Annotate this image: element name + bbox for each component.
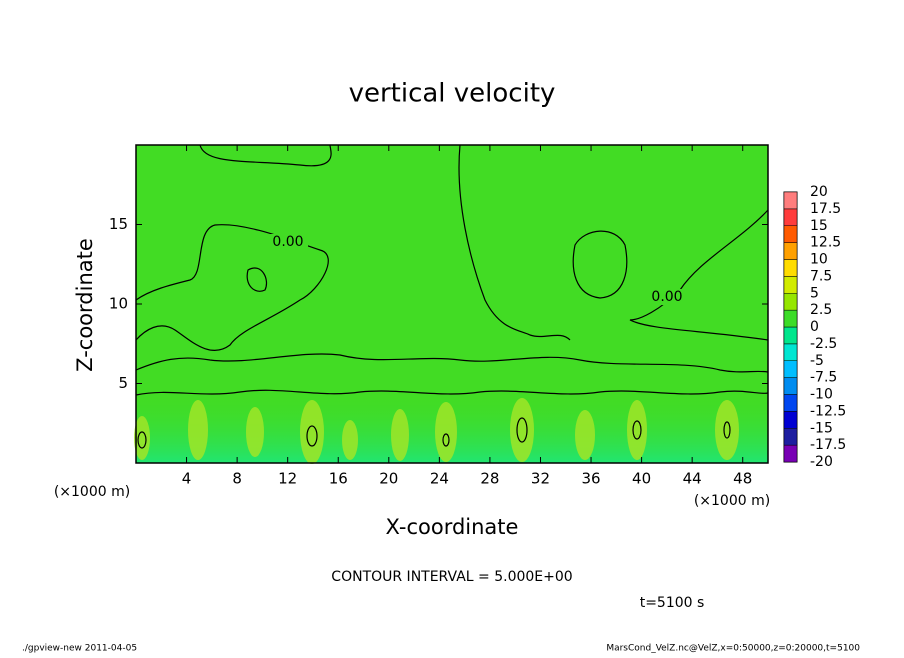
x-tick-label: 8 [232, 470, 242, 488]
colorbar-label: -7.5 [810, 370, 837, 386]
colorbar-label: 12.5 [810, 235, 841, 251]
y-axis-label: Z-coordinate [73, 238, 97, 372]
colorbar-label: 20 [810, 184, 828, 200]
colorbar-swatch [783, 428, 798, 446]
colorbar-label: -12.5 [810, 403, 846, 419]
colorbar-swatch [783, 225, 798, 243]
contour-label: 0.00 [272, 234, 303, 250]
colorbar-label: 10 [810, 252, 828, 268]
y-tick-label: 5 [118, 374, 128, 392]
colorbar-swatch [783, 444, 798, 463]
x-tick-label: 20 [379, 470, 398, 488]
colorbar-swatch [783, 326, 798, 345]
x-tick-label: 28 [480, 470, 499, 488]
colorbar-swatch [783, 276, 798, 294]
colorbar-swatch [783, 259, 798, 277]
x-tick-label: 24 [430, 470, 449, 488]
x-axis-label: X-coordinate [386, 515, 519, 539]
colorbar-swatch [783, 242, 798, 260]
time-label: t=5100 s [640, 595, 705, 611]
x-tick-label: 12 [278, 470, 297, 488]
colorbar-label: -17.5 [810, 437, 846, 453]
footer-left: ./gpview-new 2011-04-05 [22, 644, 137, 654]
x-tick-label: 44 [683, 470, 702, 488]
x-unit-label: (×1000 m) [54, 484, 130, 500]
x-tick-label: 48 [733, 470, 752, 488]
colorbar-label: 17.5 [810, 201, 841, 217]
colorbar-swatch [783, 377, 798, 395]
x-tick-label: 36 [581, 470, 600, 488]
colorbar-swatch [783, 293, 798, 311]
x-tick-label: 40 [632, 470, 651, 488]
contour-label: 0.00 [651, 289, 682, 305]
colorbar-swatch [783, 411, 798, 429]
chart-title: vertical velocity [349, 79, 556, 109]
colorbar-label: 7.5 [810, 268, 832, 284]
y-tick-label: 10 [109, 295, 128, 313]
colorbar-label: 5 [810, 285, 819, 301]
colorbar-swatch [783, 394, 798, 412]
colorbar-label: 0 [810, 319, 819, 335]
footer-right: MarsCond_VelZ.nc@VelZ,x=0:50000,z=0:2000… [606, 644, 860, 654]
y-tick-label: 15 [109, 215, 128, 233]
colorbar-label: -2.5 [810, 336, 837, 352]
colorbar-label: -10 [810, 387, 833, 403]
updraft-cells [134, 398, 739, 464]
colorbar-label: 2.5 [810, 302, 832, 318]
colorbar-label: -20 [810, 454, 833, 470]
colorbar-swatch [783, 360, 798, 378]
contour-label-bg [268, 234, 308, 250]
colorbar-swatch [783, 343, 798, 361]
x-tick-label: 4 [182, 470, 192, 488]
contour-lines [135, 144, 769, 449]
colorbar-label: -5 [810, 353, 824, 369]
colorbar-swatch [783, 191, 798, 210]
colorbar-label: -15 [810, 420, 833, 436]
contour-label-bg [647, 289, 687, 305]
colorbar-swatch [783, 309, 798, 328]
contour-interval: CONTOUR INTERVAL = 5.000E+00 [331, 569, 572, 585]
colorbar-label: 15 [810, 218, 828, 234]
x-unit-label: (×1000 m) [694, 493, 770, 509]
x-tick-label: 16 [329, 470, 348, 488]
x-tick-label: 32 [531, 470, 550, 488]
colorbar-swatch [783, 208, 798, 226]
